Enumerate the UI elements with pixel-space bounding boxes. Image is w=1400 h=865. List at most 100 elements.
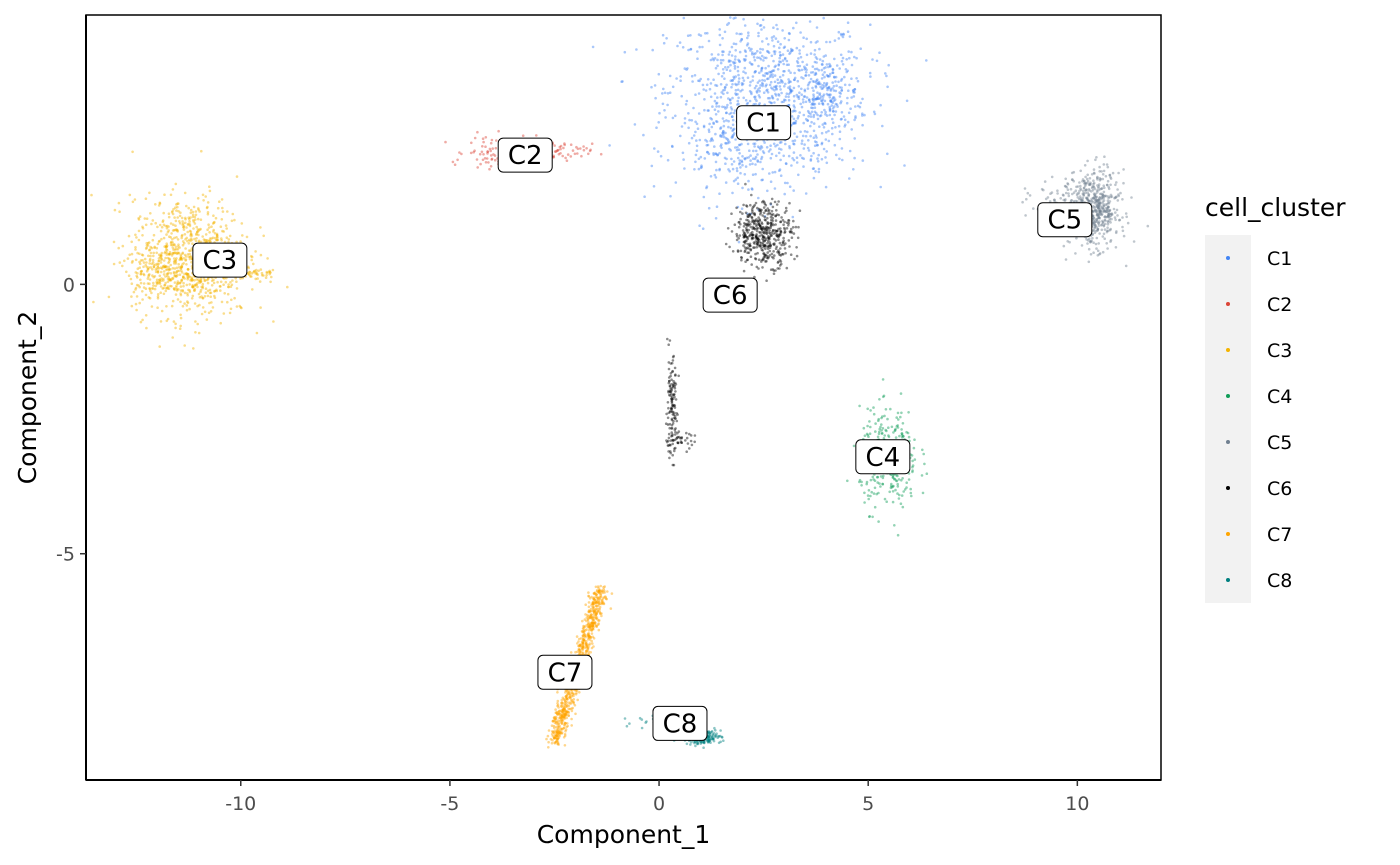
- data-point: [865, 482, 868, 486]
- data-point: [1108, 217, 1111, 220]
- data-point: [731, 115, 734, 118]
- data-point: [722, 129, 725, 133]
- data-point: [170, 254, 174, 257]
- data-point: [563, 732, 567, 736]
- data-point: [750, 187, 754, 190]
- data-point: [878, 482, 881, 485]
- data-point: [843, 83, 847, 87]
- data-point: [770, 101, 773, 105]
- data-point: [775, 84, 778, 88]
- data-point: [268, 272, 272, 276]
- data-point: [738, 159, 741, 162]
- data-point: [123, 259, 126, 263]
- data-point: [828, 74, 831, 78]
- data-point: [681, 151, 685, 155]
- data-point: [176, 252, 180, 255]
- data-point: [761, 228, 764, 231]
- data-point: [777, 251, 781, 255]
- data-point: [598, 611, 602, 615]
- data-point: [809, 124, 812, 128]
- data-point: [186, 267, 190, 271]
- data-point: [793, 121, 797, 125]
- data-point: [754, 252, 757, 256]
- data-point: [181, 289, 184, 292]
- data-point: [1092, 216, 1095, 219]
- data-point: [164, 246, 168, 249]
- data-point: [188, 224, 192, 228]
- data-point: [709, 139, 712, 143]
- data-point: [819, 114, 823, 117]
- data-point: [691, 80, 694, 83]
- data-point: [608, 144, 611, 147]
- data-point: [148, 273, 151, 276]
- data-point: [159, 291, 162, 295]
- data-point: [724, 162, 727, 165]
- data-point: [1089, 181, 1092, 185]
- data-point: [896, 424, 899, 427]
- data-point: [765, 256, 769, 260]
- data-point: [215, 288, 218, 292]
- data-point: [768, 70, 771, 74]
- data-point: [798, 111, 801, 114]
- data-point: [172, 243, 176, 246]
- data-point: [886, 417, 889, 421]
- data-point: [451, 160, 455, 164]
- data-point: [805, 53, 809, 57]
- data-point: [592, 637, 596, 640]
- data-point: [843, 125, 846, 128]
- data-point: [873, 112, 877, 116]
- data-point: [189, 237, 193, 240]
- data-point: [1106, 206, 1109, 210]
- data-point: [1119, 191, 1122, 195]
- data-point: [250, 272, 254, 275]
- data-point: [191, 213, 195, 217]
- data-point: [716, 153, 719, 157]
- data-point: [1100, 224, 1103, 227]
- data-point: [799, 154, 802, 157]
- data-point: [173, 288, 176, 292]
- data-point: [199, 290, 202, 294]
- data-point: [1095, 211, 1099, 214]
- data-point: [666, 444, 670, 447]
- data-point: [250, 275, 253, 278]
- data-point: [715, 101, 719, 105]
- data-point: [746, 236, 749, 239]
- data-point: [589, 607, 593, 611]
- data-point: [1086, 197, 1089, 201]
- data-point: [154, 284, 157, 288]
- data-point: [1080, 199, 1084, 202]
- data-point: [582, 148, 586, 152]
- data-point: [1101, 221, 1105, 224]
- data-point: [764, 260, 767, 263]
- data-point: [164, 289, 168, 293]
- data-point: [521, 134, 525, 137]
- data-point: [720, 91, 723, 94]
- data-point: [171, 277, 175, 280]
- data-point: [861, 159, 865, 162]
- data-point: [1065, 186, 1069, 189]
- data-point: [882, 395, 885, 399]
- data-point: [772, 223, 775, 227]
- data-point: [732, 77, 736, 80]
- data-point: [165, 286, 169, 290]
- data-point: [793, 78, 796, 82]
- data-point: [736, 92, 739, 96]
- data-point: [683, 167, 686, 170]
- data-point: [825, 63, 829, 66]
- data-point: [561, 154, 564, 158]
- data-point: [162, 273, 166, 276]
- data-point: [736, 69, 740, 73]
- data-point: [567, 691, 570, 694]
- data-point: [767, 150, 771, 153]
- data-point: [152, 233, 156, 237]
- data-point: [896, 485, 900, 488]
- data-point: [193, 279, 196, 282]
- data-point: [773, 85, 776, 89]
- data-point: [235, 305, 239, 308]
- data-point: [891, 474, 895, 477]
- data-point: [726, 91, 729, 95]
- data-point: [816, 117, 820, 121]
- data-point: [773, 229, 777, 232]
- data-point: [813, 106, 817, 109]
- data-point: [832, 84, 836, 88]
